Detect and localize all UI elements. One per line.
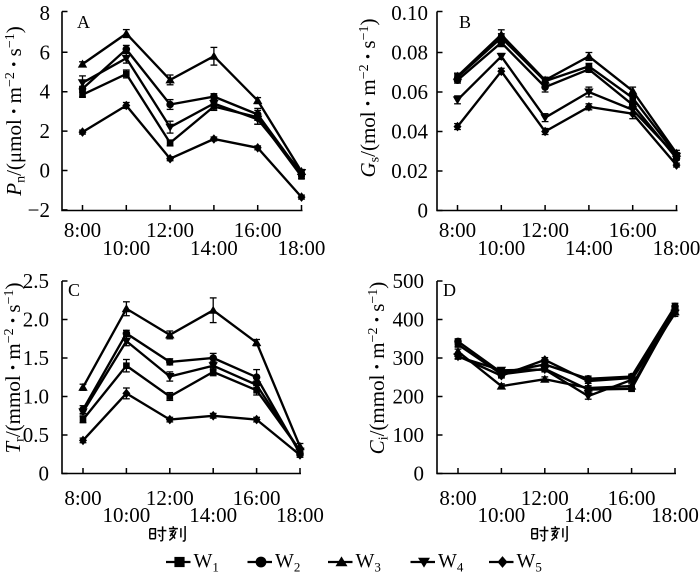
svg-text:14:00: 14:00	[190, 236, 238, 260]
svg-text:16:00: 16:00	[609, 218, 657, 242]
svg-text:0.08: 0.08	[391, 41, 428, 65]
svg-text:12:00: 12:00	[146, 486, 194, 510]
svg-text:0.06: 0.06	[391, 80, 428, 104]
svg-text:0.5: 0.5	[23, 423, 49, 447]
svg-text:14:00: 14:00	[564, 503, 612, 527]
svg-text:2.5: 2.5	[23, 269, 49, 293]
svg-text:8:00: 8:00	[439, 218, 476, 242]
svg-text:300: 300	[393, 346, 425, 370]
svg-text:0.02: 0.02	[391, 159, 428, 183]
svg-text:10:00: 10:00	[477, 236, 525, 260]
svg-text:400: 400	[393, 308, 425, 332]
svg-text:1.0: 1.0	[23, 385, 49, 409]
svg-text:0: 0	[39, 462, 50, 486]
svg-text:10:00: 10:00	[102, 236, 150, 260]
svg-text:0: 0	[414, 462, 425, 486]
svg-text:0.10: 0.10	[391, 1, 428, 25]
svg-text:8:00: 8:00	[64, 486, 101, 510]
svg-text:2: 2	[40, 119, 51, 143]
svg-text:Ci/(mmol • m−2 • s−1): Ci/(mmol • m−2 • s−1)	[365, 282, 392, 455]
svg-text:B: B	[459, 12, 471, 32]
svg-text:−2: −2	[28, 198, 50, 222]
svg-text:14:00: 14:00	[189, 503, 237, 527]
svg-text:10:00: 10:00	[102, 503, 150, 527]
svg-text:8: 8	[40, 1, 51, 25]
svg-text:1.5: 1.5	[23, 346, 49, 370]
svg-text:Pn/(μmol • m−2 • s−1): Pn/(μmol • m−2 • s−1)	[2, 26, 29, 196]
svg-text:100: 100	[393, 423, 425, 447]
svg-text:4: 4	[40, 80, 51, 104]
svg-text:16:00: 16:00	[608, 486, 656, 510]
svg-text:14:00: 14:00	[565, 236, 613, 260]
svg-text:Tr/(mmol • m−2 • s−1): Tr/(mmol • m−2 • s−1)	[1, 282, 28, 453]
svg-text:A: A	[77, 12, 90, 32]
svg-text:500: 500	[393, 269, 425, 293]
svg-text:2.0: 2.0	[23, 308, 49, 332]
svg-text:12:00: 12:00	[521, 218, 569, 242]
svg-text:18:00: 18:00	[276, 503, 324, 527]
svg-text:D: D	[443, 280, 456, 300]
svg-text:Gs/(mol • m−2 • s−1): Gs/(mol • m−2 • s−1)	[356, 19, 383, 178]
svg-text:16:00: 16:00	[233, 486, 281, 510]
svg-text:18:00: 18:00	[653, 236, 700, 260]
svg-text:8:00: 8:00	[439, 486, 476, 510]
svg-text:0: 0	[418, 199, 429, 223]
svg-text:8:00: 8:00	[64, 218, 101, 242]
svg-text:6: 6	[40, 40, 51, 64]
svg-text:0: 0	[40, 159, 51, 183]
svg-text:18:00: 18:00	[278, 236, 326, 260]
svg-text:200: 200	[393, 385, 425, 409]
svg-text:12:00: 12:00	[521, 486, 569, 510]
svg-text:16:00: 16:00	[234, 218, 282, 242]
svg-text:18:00: 18:00	[651, 503, 699, 527]
svg-text:C: C	[68, 280, 80, 300]
svg-text:12:00: 12:00	[146, 218, 194, 242]
svg-text:0.04: 0.04	[391, 120, 428, 144]
svg-text:10:00: 10:00	[477, 503, 525, 527]
